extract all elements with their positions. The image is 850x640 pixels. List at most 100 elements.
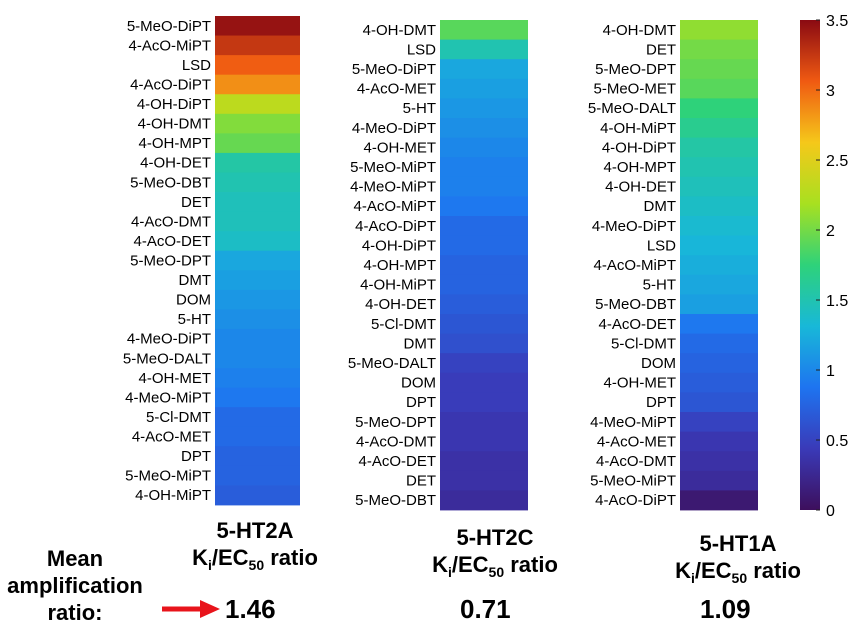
heatmap-panel-5ht1a: 4-OH-DMTDET5-MeO-DPT5-MeO-MET5-MeO-DALT4… <box>588 20 758 510</box>
heatmap-cell <box>680 138 758 158</box>
heatmap-cell <box>215 133 300 153</box>
row-label: 4-AcO-MET <box>357 81 436 98</box>
heatmap-cell <box>680 314 758 334</box>
row-label: 5-MeO-MiPT <box>590 473 676 490</box>
heatmap-cell <box>215 485 300 505</box>
heatmap-cell <box>440 373 528 393</box>
heatmap-cell <box>440 138 528 158</box>
heatmap-cell <box>440 490 528 510</box>
row-label: 5-MeO-MiPT <box>125 468 211 485</box>
row-label: 5-MeO-DALT <box>348 355 436 372</box>
heatmap-cell <box>440 79 528 99</box>
heatmap-cell <box>440 432 528 452</box>
row-label: 4-AcO-DET <box>358 453 436 470</box>
row-label: DOM <box>401 375 436 392</box>
colorbar-tick-label: 0 <box>826 503 835 520</box>
heatmap-cell <box>680 334 758 354</box>
row-label: 4-AcO-MiPT <box>594 257 677 274</box>
row-label: 4-OH-DMT <box>363 22 436 39</box>
row-label: 4-MeO-DiPT <box>127 331 211 348</box>
row-label: DET <box>406 473 436 490</box>
heatmap-cell <box>440 314 528 334</box>
heatmap-cell <box>680 412 758 432</box>
heatmap-cell <box>215 153 300 173</box>
panel-title-5ht2c: 5-HT2C Ki/EC50 ratio <box>405 524 585 586</box>
mean-value-5ht2c: 0.71 <box>460 594 511 625</box>
heatmap-cell <box>215 329 300 349</box>
heatmap-cell <box>440 334 528 354</box>
heatmap-cell <box>215 349 300 369</box>
heatmap-cell <box>440 255 528 275</box>
heatmap-cell <box>440 40 528 60</box>
heatmap-cell <box>440 471 528 491</box>
arrow-icon <box>160 598 222 620</box>
colorbar-tick-label: 1 <box>826 363 835 380</box>
heatmap-cell <box>440 412 528 432</box>
heatmap-cell <box>215 75 300 95</box>
row-label: 4-OH-MiPT <box>600 120 676 137</box>
heatmap-cell <box>680 216 758 236</box>
row-label: 5-MeO-DALT <box>123 350 211 367</box>
row-label: 4-OH-DiPT <box>602 139 676 156</box>
row-label: 5-MeO-DiPT <box>127 18 211 35</box>
heatmap-cell <box>215 114 300 134</box>
heatmap-cell <box>215 368 300 388</box>
row-label: 4-AcO-MET <box>597 433 676 450</box>
row-label: 4-AcO-DiPT <box>130 76 211 93</box>
row-label: LSD <box>407 41 436 58</box>
heatmap-cell <box>680 373 758 393</box>
row-label: 4-OH-MPT <box>604 159 677 176</box>
row-label: 4-AcO-DiPT <box>595 492 676 509</box>
heatmap-cell <box>680 353 758 373</box>
row-label: DMT <box>644 198 677 215</box>
colorbar-tick-label: 2 <box>826 223 835 240</box>
mean-amplification-label: Mean amplification ratio: <box>0 545 150 626</box>
colorbar-tick-label: 2.5 <box>826 153 848 170</box>
colorbar-gradient <box>800 20 820 510</box>
heatmap-cell <box>215 212 300 232</box>
colorbar: 0 0.5 1 1.5 2 2.5 3 3.5 <box>800 13 848 520</box>
heatmap-cell <box>680 471 758 491</box>
row-label: 5-HT <box>403 100 436 117</box>
heatmap-cell <box>680 236 758 256</box>
row-label: 4-OH-DMT <box>138 116 211 133</box>
row-label: 4-OH-DET <box>140 155 211 172</box>
heatmap-panel-5ht2a: 5-MeO-DiPT 4-AcO-MiPT LSD 4-AcO-DiPT 4-OH-Di… <box>123 16 300 505</box>
heatmap-cell <box>440 20 528 40</box>
row-label: 4-AcO-DET <box>133 233 211 250</box>
heatmap-cell <box>680 98 758 118</box>
row-label: 4-OH-MiPT <box>360 277 436 294</box>
row-label: DET <box>181 194 211 211</box>
heatmap-cell <box>215 427 300 447</box>
row-label: 5-Cl-DMT <box>146 409 211 426</box>
heatmap-cell <box>215 36 300 56</box>
heatmap-cell <box>215 94 300 114</box>
colorbar-tick-label: 1.5 <box>826 293 848 310</box>
heatmap-cell <box>680 40 758 60</box>
heatmap-cell <box>680 451 758 471</box>
row-label: 4-AcO-MiPT <box>354 198 437 215</box>
heatmap-cell <box>440 59 528 79</box>
heatmap-cell <box>440 353 528 373</box>
heatmap-cell <box>215 466 300 486</box>
heatmap-cell <box>215 16 300 36</box>
heatmap-cell <box>440 392 528 412</box>
heatmap-cell <box>215 231 300 251</box>
heatmap-cell <box>440 177 528 197</box>
row-label: 4-AcO-MiPT <box>129 37 212 54</box>
row-label: 5-MeO-DPT <box>595 61 676 78</box>
heatmap-cell <box>680 294 758 314</box>
heatmap-cell <box>215 309 300 329</box>
heatmap-cell <box>215 407 300 427</box>
row-label: 4-OH-MPT <box>139 135 212 152</box>
heatmap-cell <box>440 98 528 118</box>
row-label: 5-MeO-DPT <box>355 414 436 431</box>
row-label: 5-HT <box>178 311 211 328</box>
heatmap-cell <box>440 157 528 177</box>
row-label: 4-OH-MiPT <box>135 487 211 504</box>
row-label: DMT <box>179 272 212 289</box>
heatmap-cell <box>680 255 758 275</box>
row-label: 4-AcO-DMT <box>131 213 211 230</box>
row-label: 4-OH-DiPT <box>362 237 436 254</box>
heatmap-cell <box>440 216 528 236</box>
